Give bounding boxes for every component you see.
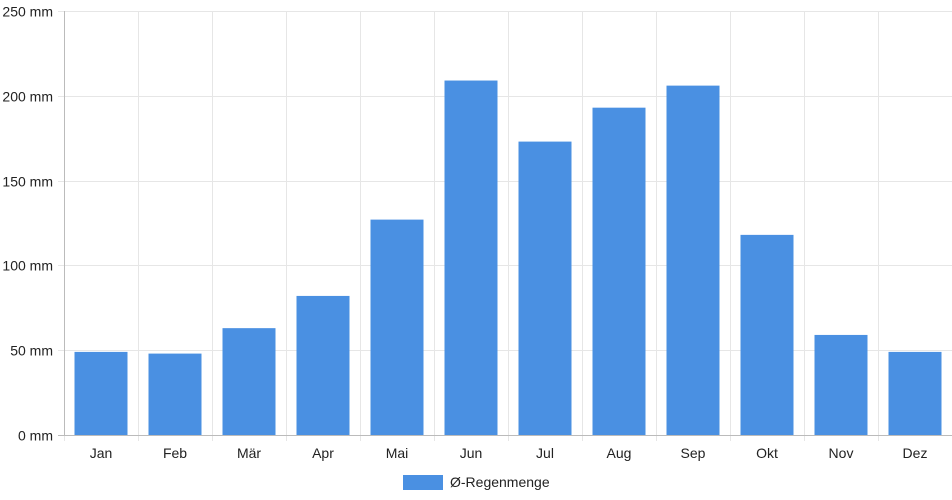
- x-tick-label: Nov: [829, 445, 854, 461]
- legend-swatch: [403, 475, 443, 490]
- x-tick-label: Jul: [536, 445, 554, 461]
- y-tick-label: 250 mm: [2, 4, 53, 20]
- x-tick-label: Dez: [903, 445, 928, 461]
- bars: [74, 80, 942, 436]
- x-tick-label: Sep: [681, 445, 706, 461]
- bar-aug[interactable]: [592, 107, 646, 435]
- x-tick-label: Jun: [460, 445, 483, 461]
- bar-nov[interactable]: [814, 334, 868, 435]
- bar-feb[interactable]: [148, 353, 202, 435]
- legend[interactable]: Ø-Regenmenge: [403, 474, 550, 490]
- x-tick-label: Apr: [312, 445, 334, 461]
- bar-dez[interactable]: [888, 351, 942, 435]
- bar-jul[interactable]: [518, 141, 572, 436]
- axes: [58, 11, 952, 436]
- x-tick-labels: Jan Feb Mär Apr Mai Jun Jul Aug Sep Okt Nov Dez: [90, 445, 928, 461]
- x-tick-label: Mär: [237, 445, 261, 461]
- y-tick-label: 100 mm: [2, 258, 53, 274]
- bar-mai[interactable]: [370, 219, 424, 435]
- x-tick-label: Feb: [163, 445, 187, 461]
- grid-lines: [58, 11, 952, 441]
- bar-okt[interactable]: [740, 234, 794, 435]
- x-tick-label: Aug: [607, 445, 632, 461]
- bar-jan[interactable]: [74, 351, 128, 435]
- legend-label: Ø-Regenmenge: [450, 474, 550, 490]
- x-tick-label: Okt: [756, 445, 778, 461]
- x-tick-label: Mai: [386, 445, 409, 461]
- bar-mär[interactable]: [222, 328, 276, 435]
- bar-apr[interactable]: [296, 295, 350, 435]
- y-tick-label: 200 mm: [2, 89, 53, 105]
- y-tick-label: 0 mm: [18, 428, 53, 444]
- y-tick-labels: 0 mm 50 mm 100 mm 150 mm 200 mm 250 mm: [2, 4, 53, 444]
- bar-sep[interactable]: [666, 85, 720, 436]
- bar-jun[interactable]: [444, 80, 498, 435]
- y-tick-label: 50 mm: [10, 343, 53, 359]
- x-tick-label: Jan: [90, 445, 113, 461]
- y-tick-label: 150 mm: [2, 174, 53, 190]
